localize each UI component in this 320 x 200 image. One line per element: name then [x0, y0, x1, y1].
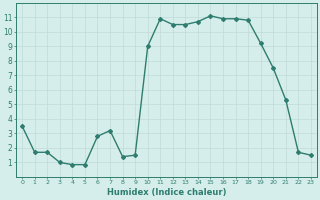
X-axis label: Humidex (Indice chaleur): Humidex (Indice chaleur) — [107, 188, 226, 197]
